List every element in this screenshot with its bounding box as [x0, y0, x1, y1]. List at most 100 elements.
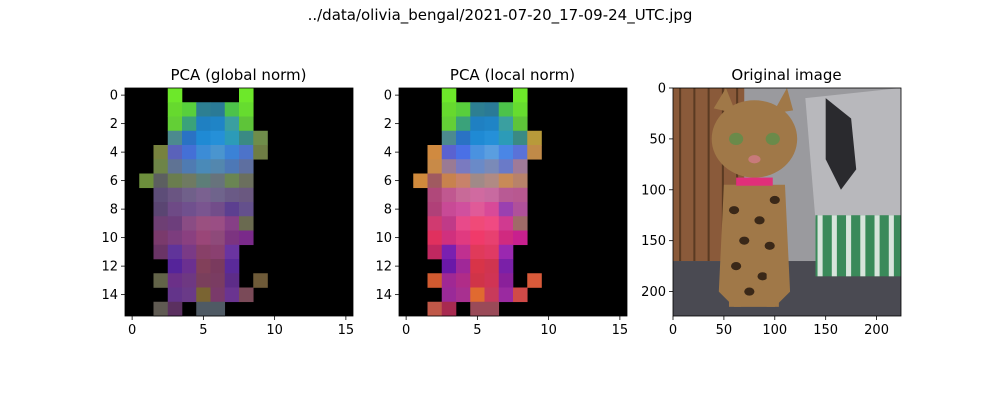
y-tick-label: 200 [641, 285, 666, 300]
photo-pillow-stripe [817, 215, 823, 277]
heatmap-cell [210, 187, 226, 203]
heatmap-cell [210, 301, 226, 317]
x-tick-label: 0 [128, 323, 136, 338]
heatmap-cell [441, 273, 457, 288]
heatmap-cell [253, 273, 268, 288]
heatmap-cell [513, 159, 528, 174]
heatmap-cell [153, 145, 169, 160]
heatmap-cell [224, 216, 240, 231]
heatmap-cell [441, 88, 457, 103]
heatmap-cell [456, 173, 471, 189]
heatmap-cell [470, 130, 485, 146]
photo-cat-eye-right [765, 132, 780, 145]
heatmap-cell [210, 116, 226, 132]
heatmap-cell [484, 159, 500, 174]
heatmap-cell [167, 102, 183, 117]
heatmap-cell [153, 301, 169, 317]
heatmap-cell [153, 244, 169, 260]
heatmap-cell [498, 187, 514, 203]
panel-title: Original image [731, 66, 841, 84]
heatmap-cell [239, 116, 254, 132]
heatmap-cell [182, 244, 197, 260]
heatmap-cell [513, 116, 528, 132]
heatmap-cell [167, 273, 183, 288]
photo-wood-seam [693, 88, 696, 262]
heatmap-cell [153, 273, 169, 288]
heatmap-cell [470, 244, 485, 260]
x-tick-label: 150 [813, 323, 838, 338]
photo-cat-spot [769, 195, 780, 205]
y-tick-label: 6 [110, 174, 118, 189]
heatmap-cell [513, 130, 528, 146]
heatmap-cell [527, 130, 542, 146]
heatmap-cell [441, 244, 457, 260]
heatmap-cell [239, 287, 254, 303]
x-tick-label: 10 [540, 323, 557, 338]
heatmap-cell [196, 173, 211, 189]
photo-cat-head [711, 100, 798, 178]
heatmap-cell [513, 173, 528, 189]
heatmap-cell [224, 130, 240, 146]
photo-pillow-green [815, 215, 901, 277]
heatmap-cell [484, 145, 500, 160]
heatmap-cell [210, 273, 226, 288]
heatmap-cell [224, 145, 240, 160]
heatmap-cell [210, 287, 226, 303]
heatmap-cell [153, 173, 169, 189]
heatmap-cell [441, 130, 457, 146]
heatmap-cell [196, 202, 211, 217]
photo-wood-seam [679, 88, 682, 262]
heatmap-cell [239, 102, 254, 117]
heatmap-cell [470, 273, 485, 288]
x-tick-label: 0 [402, 323, 410, 338]
heatmap-cell [239, 216, 254, 231]
heatmap-cell [484, 130, 500, 146]
heatmap-cell [484, 216, 500, 231]
heatmap-cell [210, 159, 226, 174]
heatmap-cell [456, 116, 471, 132]
heatmap-cell [182, 230, 197, 246]
heatmap-cell [441, 216, 457, 231]
photo-pillow-stripe [831, 215, 837, 277]
heatmap-cell [224, 187, 240, 203]
heatmap-cell [456, 244, 471, 260]
heatmap-cell [456, 102, 471, 117]
heatmap-cell [498, 116, 514, 132]
heatmap-cell [196, 116, 211, 132]
heatmap-cell [224, 173, 240, 189]
heatmap-cell [498, 130, 514, 146]
heatmap-cell [210, 173, 226, 189]
heatmap-cell [196, 230, 211, 246]
heatmap-cell [167, 116, 183, 132]
heatmap-cell [484, 259, 500, 274]
heatmap-cell [498, 259, 514, 274]
heatmap-cell [239, 130, 254, 146]
heatmap-cell [441, 102, 457, 117]
heatmap-cell [470, 230, 485, 246]
heatmap-cell [513, 145, 528, 160]
heatmap-cell [470, 187, 485, 203]
heatmap-cell [427, 244, 443, 260]
axes-frame [672, 87, 902, 317]
heatmap-cell [210, 230, 226, 246]
x-tick-label: 50 [716, 323, 733, 338]
heatmap-cell [470, 301, 485, 317]
heatmap-cell [167, 159, 183, 174]
y-tick-label: 4 [384, 146, 392, 161]
heatmap-cell [484, 116, 500, 132]
heatmap-cell [498, 216, 514, 231]
heatmap-cell [182, 116, 197, 132]
heatmap-cell [470, 216, 485, 231]
heatmap-cell [210, 259, 226, 274]
heatmap-cell [498, 159, 514, 174]
heatmap-cell [210, 145, 226, 160]
heatmap-cell [167, 130, 183, 146]
heatmap-cell [470, 102, 485, 117]
photo-cat-spot [744, 287, 755, 296]
heatmap-cell [253, 130, 268, 146]
heatmap-cell [196, 145, 211, 160]
photo-cat-eye-left [728, 132, 744, 145]
photo-cat-spot [754, 216, 765, 225]
heatmap-cell [513, 102, 528, 117]
axes: 0 5 10 15 0 2 4 6 8 10 12 14 [101, 87, 354, 338]
